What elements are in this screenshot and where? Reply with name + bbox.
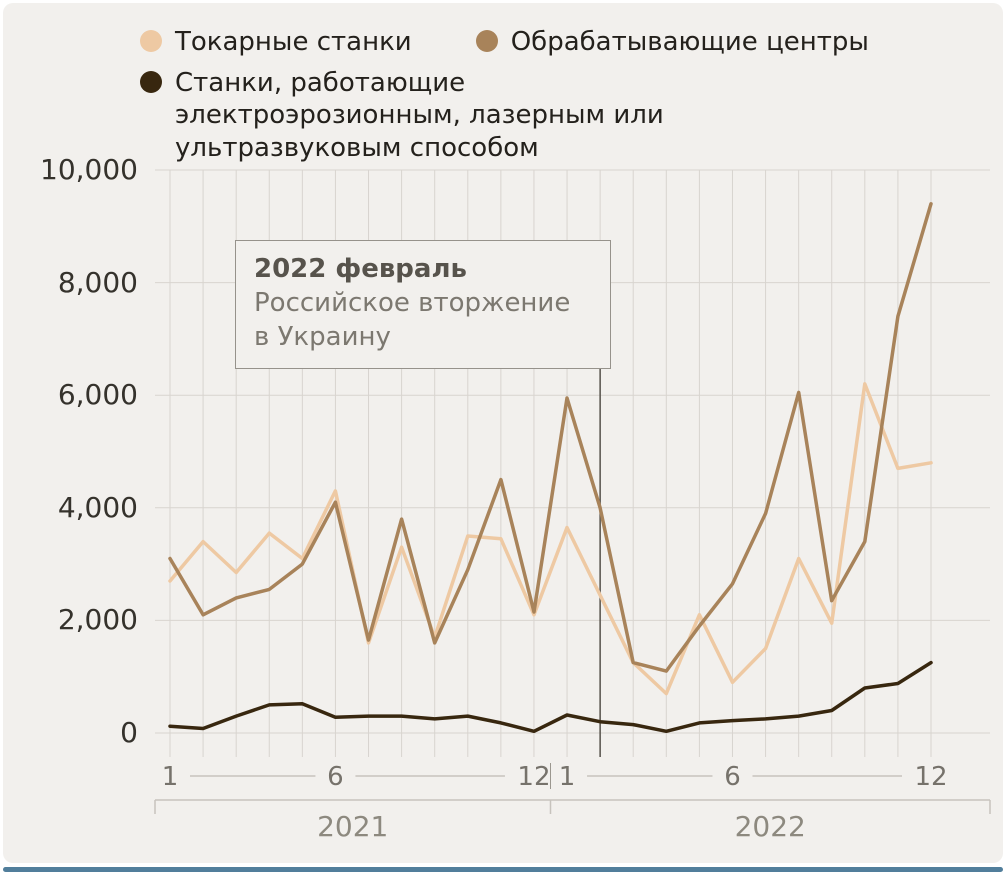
legend-swatch-edm-laser-ultrasonic-icon	[140, 70, 162, 93]
legend-item-edm-laser-ultrasonic: Станки, работающие электроэрозионным, ла…	[140, 67, 735, 165]
legend-swatch-machining-centers-icon	[475, 30, 498, 52]
legend-item-lathes: Токарные станки	[140, 26, 412, 59]
legend-row-2: Станки, работающие электроэрозионным, ла…	[140, 67, 869, 165]
series-line-edm-laser-ultrasonic	[168, 660, 933, 734]
series-line-lathes	[168, 382, 933, 696]
legend-row-1: Токарные станки Обрабатывающие центры	[140, 26, 869, 59]
legend-label-edm-laser-ultrasonic: Станки, работающие электроэрозионным, ла…	[175, 67, 664, 163]
legend-item-machining-centers: Обрабатывающие центры	[475, 26, 869, 59]
annotation-text: Российское вторжение в Украину	[254, 287, 571, 352]
legend-swatch-lathes-icon	[140, 30, 162, 52]
annotation-box: 2022 февраль Российское вторжение в Укра…	[235, 240, 611, 370]
legend-label-lathes: Токарные станки	[175, 27, 412, 57]
legend: Токарные станки Обрабатывающие центры Ст…	[140, 26, 869, 172]
legend-label-machining-centers: Обрабатывающие центры	[510, 27, 869, 57]
annotation-title: 2022 февраль	[254, 254, 467, 284]
bottom-accent-bar	[3, 867, 1003, 872]
series-line-machining-centers	[168, 202, 933, 673]
